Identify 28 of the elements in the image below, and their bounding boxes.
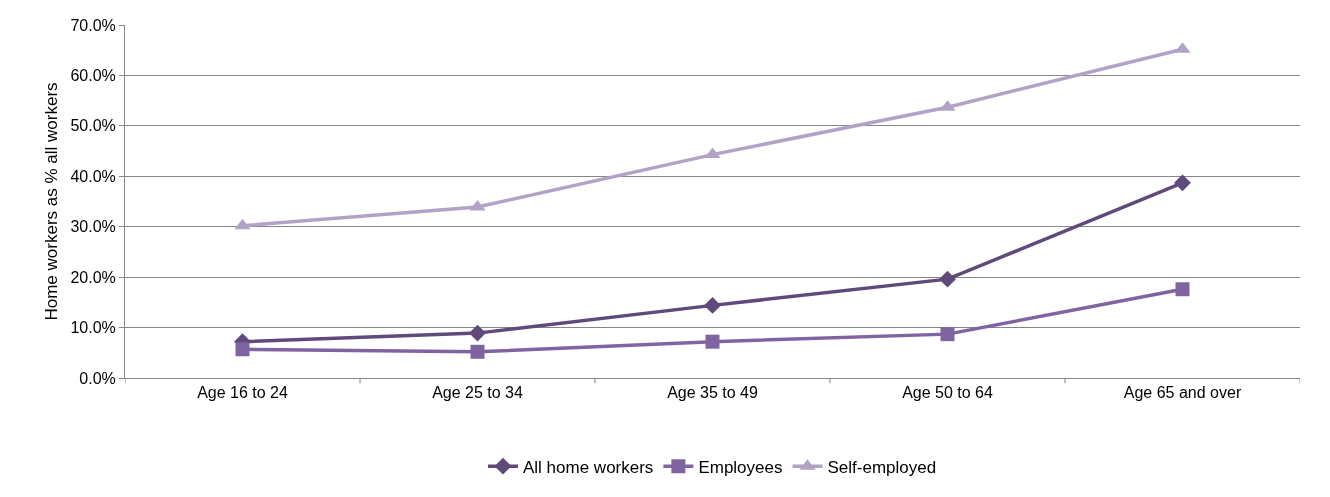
y-tick-label: 60.0% bbox=[70, 67, 116, 85]
point bbox=[470, 344, 485, 359]
y-tick-label: 0.0% bbox=[79, 369, 116, 387]
y-tick-label: 70.0% bbox=[70, 16, 116, 34]
y-axis-title: Home workers as % all workers bbox=[41, 82, 61, 321]
x-tick-label: Age 16 to 24 bbox=[197, 384, 288, 402]
x-tick-label: Age 35 to 49 bbox=[667, 384, 758, 402]
legend-label: All home workers bbox=[523, 457, 654, 477]
point bbox=[704, 147, 721, 159]
x-tick-label: Age 50 to 64 bbox=[902, 384, 993, 402]
point bbox=[234, 218, 251, 230]
x-tick-label: Age 65 and over bbox=[1123, 384, 1242, 402]
x-tick-label: Age 25 to 34 bbox=[432, 384, 523, 402]
point bbox=[939, 270, 956, 288]
point bbox=[940, 327, 955, 342]
legend-label: Self-employed bbox=[827, 457, 937, 477]
point bbox=[235, 342, 250, 357]
y-tick-label: 10.0% bbox=[70, 319, 116, 337]
point bbox=[705, 334, 720, 349]
y-tick-label: 20.0% bbox=[70, 268, 116, 286]
point bbox=[1174, 174, 1191, 192]
y-tick-label: 40.0% bbox=[70, 167, 116, 185]
point bbox=[469, 324, 486, 342]
point bbox=[1175, 282, 1190, 297]
legend-label: Employees bbox=[698, 457, 783, 477]
y-tick-label: 50.0% bbox=[70, 117, 116, 135]
point bbox=[704, 296, 721, 314]
y-tick-label: 30.0% bbox=[70, 218, 116, 236]
